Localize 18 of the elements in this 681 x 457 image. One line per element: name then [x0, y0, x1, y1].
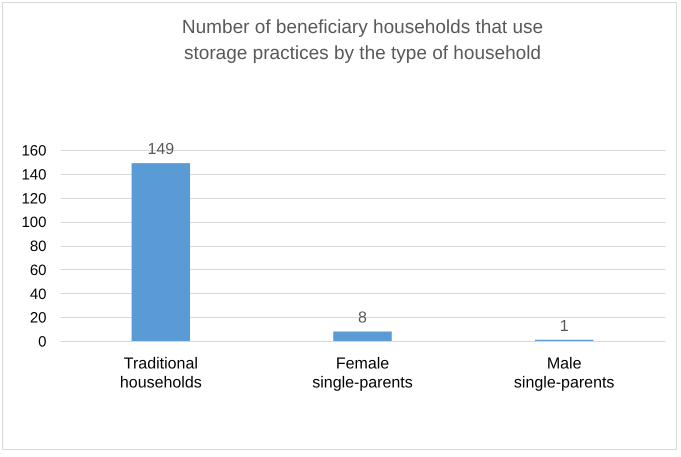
y-tick-label: 80	[30, 238, 46, 255]
y-tick-label: 0	[38, 334, 46, 350]
y-tick-label: 160	[21, 142, 46, 160]
y-tick-label: 40	[30, 286, 46, 303]
y-tick-label: 140	[21, 166, 46, 184]
data-label: 149	[147, 141, 174, 158]
bar	[132, 163, 190, 341]
chart-title: Number of beneficiary households that use storage practices by the type of household	[182, 17, 544, 64]
x-tick-label: Female single-parents	[312, 356, 413, 392]
x-tick-label: Male single-parents	[514, 356, 614, 392]
y-tick-label: 60	[30, 262, 46, 279]
x-tick-label: Traditional households	[120, 356, 202, 392]
bar	[333, 331, 392, 341]
data-label: 8	[358, 309, 368, 326]
y-tick-label: 100	[21, 214, 46, 232]
data-label: 1	[560, 318, 569, 335]
y-tick-label: 120	[21, 190, 46, 208]
y-tick-label: 20	[30, 310, 46, 327]
